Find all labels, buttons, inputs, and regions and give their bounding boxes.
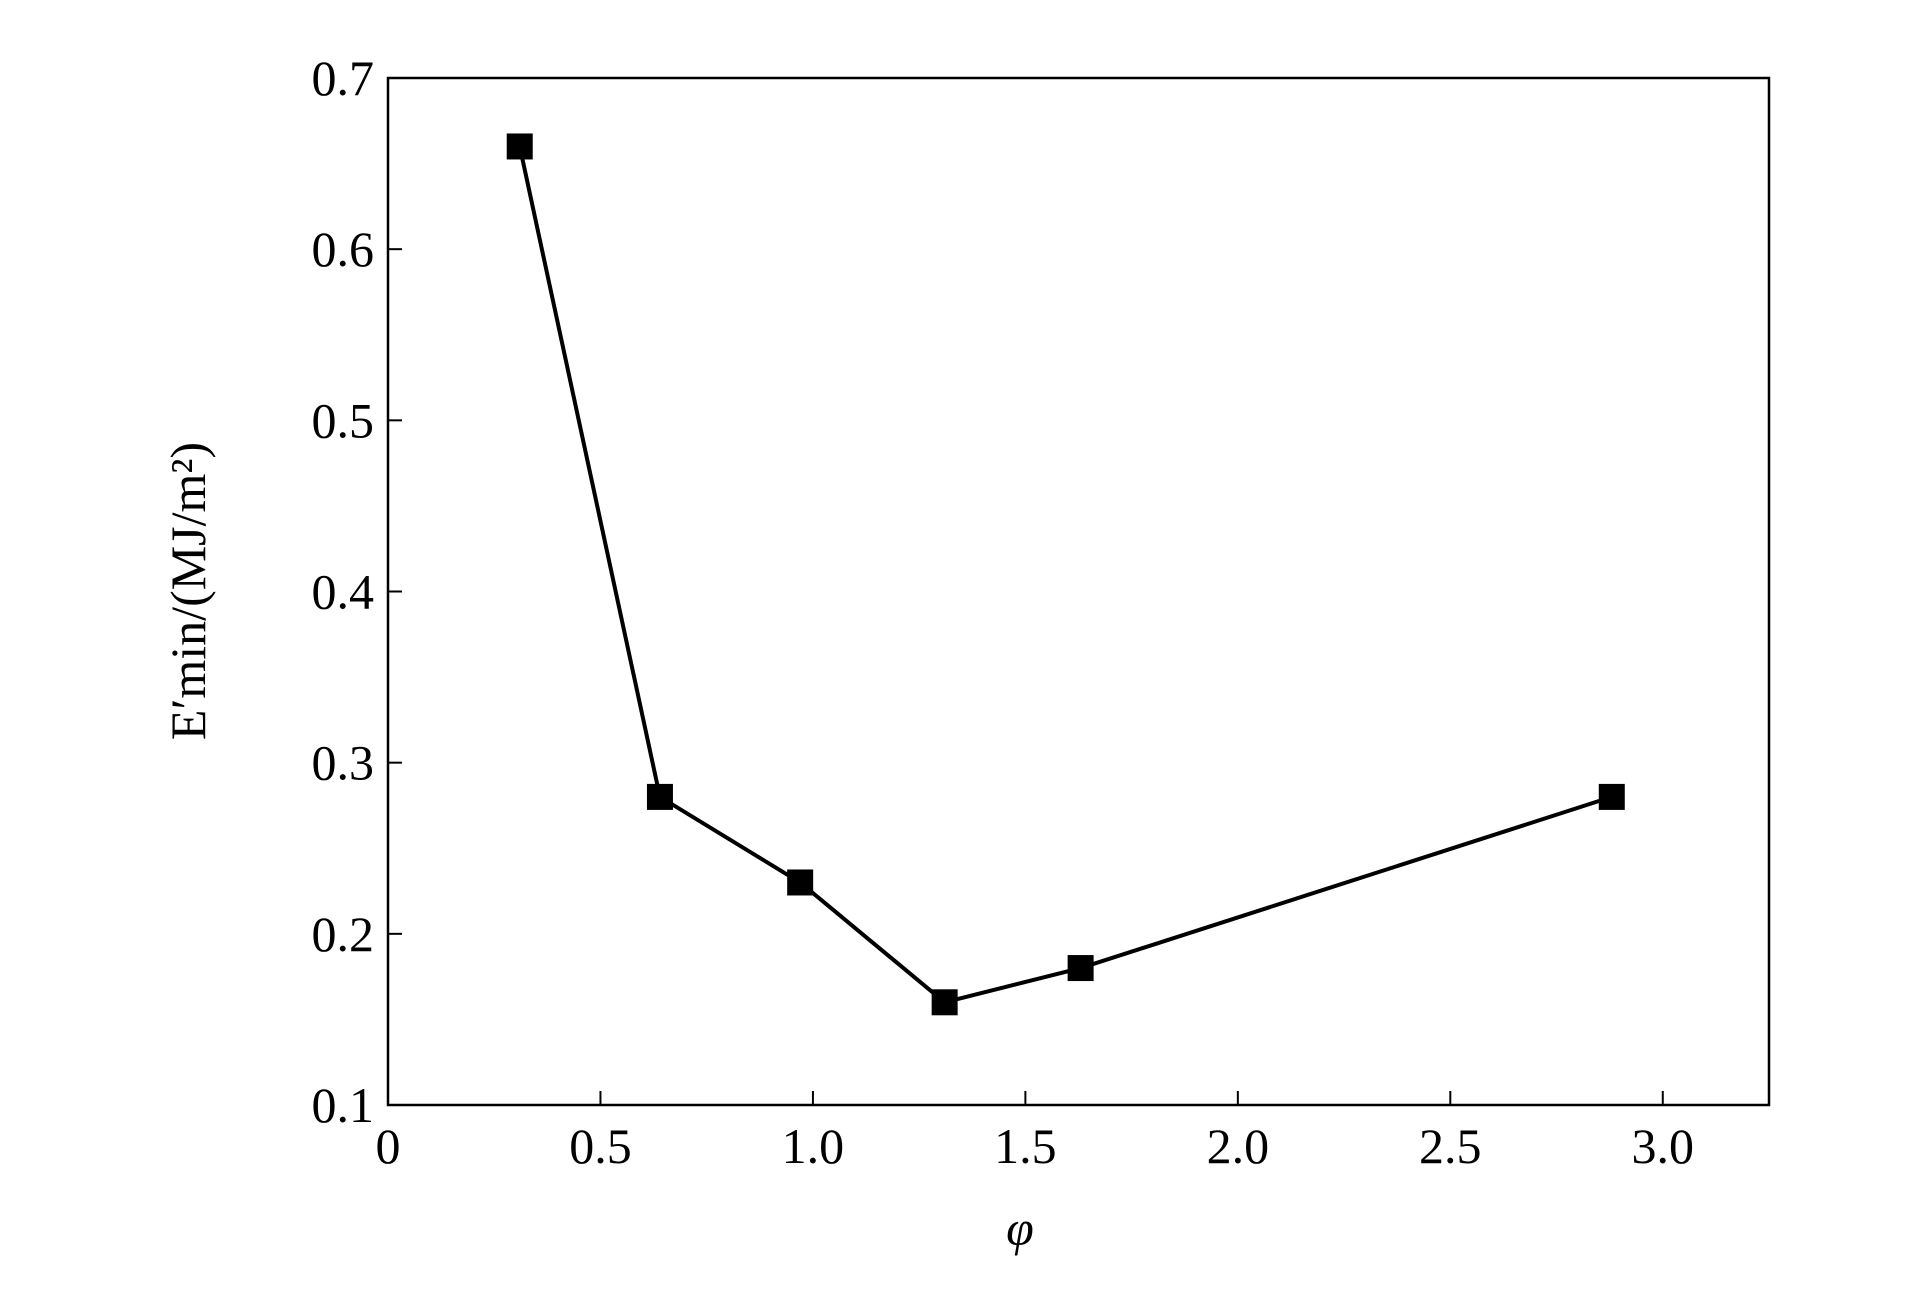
x-tick-label: 2.0 <box>1207 1118 1270 1174</box>
plot-frame <box>386 76 1771 1107</box>
y-tick-label: 0.1 <box>312 1077 375 1133</box>
x-tick-label: 1.0 <box>782 1118 845 1174</box>
x-tick-label: 1.5 <box>994 1118 1057 1174</box>
marker <box>506 133 533 160</box>
y-tick-label: 0.6 <box>312 221 375 277</box>
y-axis-label: E′min/(MJ/m²) <box>160 442 216 740</box>
y-tick-label: 0.7 <box>312 50 375 106</box>
marker <box>646 783 673 810</box>
x-axis-label: φ <box>1006 1200 1034 1256</box>
y-tick-label: 0.4 <box>312 564 375 620</box>
marker <box>1067 955 1094 982</box>
y-tick-label: 0.2 <box>312 906 375 962</box>
marker <box>1598 783 1625 810</box>
y-tick-label: 0.3 <box>312 735 375 791</box>
x-tick-label: 0.5 <box>569 1118 632 1174</box>
marker <box>787 869 814 896</box>
x-tick-label: 3.0 <box>1632 1118 1695 1174</box>
line <box>517 146 1613 1005</box>
marker <box>931 989 958 1016</box>
y-tick-label: 0.5 <box>312 392 375 448</box>
x-tick-label: 2.5 <box>1419 1118 1482 1174</box>
x-tick-label: 0 <box>376 1118 401 1174</box>
